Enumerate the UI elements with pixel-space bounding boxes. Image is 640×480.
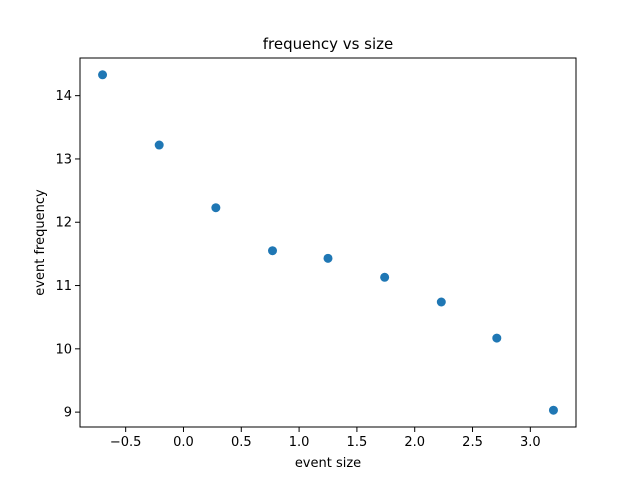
x-tick-label: 1.0: [289, 435, 310, 450]
x-axis-ticks: −0.5 0.0 0.5 1.0 1.5 2.0 2.5 3.0: [110, 427, 541, 450]
y-tick-label: 10: [55, 342, 72, 357]
x-tick-label: 3.0: [520, 435, 541, 450]
y-tick-label: 13: [55, 152, 72, 167]
plot-frame: [79, 57, 577, 428]
y-tick-label: 9: [64, 406, 72, 421]
y-axis-ticks: 9 10 11 12 13 14: [55, 89, 80, 421]
y-axis-label: event frequency: [33, 189, 48, 296]
y-tick-label: 12: [55, 216, 72, 231]
data-point: [211, 203, 221, 213]
x-tick-label: 0.5: [231, 435, 252, 450]
data-point: [548, 405, 558, 415]
y-tick-label: 11: [55, 279, 72, 294]
data-point: [154, 140, 164, 150]
x-axis-label: event size: [295, 456, 361, 471]
data-point: [492, 333, 502, 343]
x-tick-label: 2.5: [462, 435, 483, 450]
x-tick-label: 2.0: [404, 435, 425, 450]
y-tick-label: 14: [55, 89, 72, 104]
data-point: [380, 272, 390, 282]
data-point: [98, 70, 108, 80]
data-points: [98, 70, 558, 415]
x-tick-label: 0.0: [173, 435, 194, 450]
data-point: [436, 297, 446, 307]
data-point: [268, 246, 278, 256]
x-tick-label: 1.5: [347, 435, 368, 450]
data-point: [323, 253, 333, 263]
chart-title: frequency vs size: [263, 35, 394, 53]
x-tick-label: −0.5: [110, 435, 142, 450]
